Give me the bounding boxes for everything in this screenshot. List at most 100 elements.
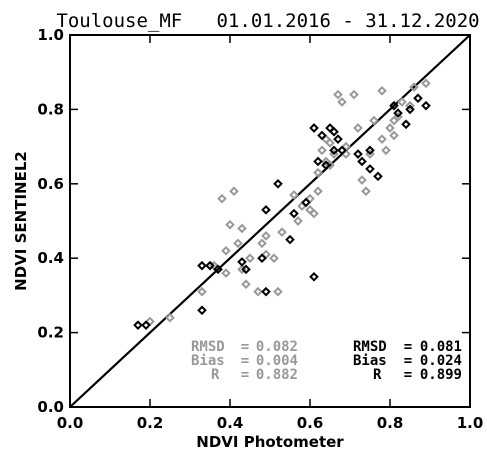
data-point-series-1: [369, 115, 379, 126]
data-point-series-2: [197, 260, 207, 271]
chart-title: Toulouse_MF 01.01.2016 - 31.12.2020: [56, 10, 479, 32]
data-point-series-1: [393, 112, 403, 122]
data-point-series-2: [353, 149, 363, 159]
data-point-series-2: [365, 164, 375, 174]
data-point-series-2: [213, 264, 223, 275]
data-point-series-1: [329, 149, 339, 159]
x-axis-label: NDVI Photometer: [196, 433, 344, 451]
data-point-series-1: [257, 238, 267, 249]
data-point-series-1: [293, 216, 303, 226]
data-point-series-1: [333, 89, 343, 100]
x-tick-label: 0.6: [297, 414, 324, 432]
data-point-series-2: [321, 160, 331, 171]
data-point-series-1: [245, 253, 255, 264]
data-point-series-1: [377, 134, 387, 144]
data-point-series-2: [365, 145, 375, 156]
stat-equals: =: [241, 339, 249, 355]
data-point-series-2: [257, 253, 267, 264]
data-point-series-1: [377, 85, 387, 96]
stat-name: R: [211, 367, 220, 383]
data-point-series-2: [317, 130, 327, 141]
data-point-series-2: [333, 134, 343, 144]
data-point-series-2: [329, 145, 339, 156]
data-point-series-2: [309, 123, 319, 133]
data-point-series-1: [221, 245, 231, 256]
axis-ticks: 0.0 0.2 0.4 0.6 0.8 1.0 0.0 0.2 0.4 0.6 0.8 1.0: [37, 26, 483, 432]
y-tick-label: 0.6: [37, 175, 64, 193]
one-to-one-line: [69, 34, 471, 408]
data-point-series-1: [217, 193, 227, 204]
data-point-series-1: [253, 286, 263, 297]
y-tick-label: 0.4: [37, 249, 64, 267]
stat-name: Bias: [353, 353, 387, 369]
data-point-series-1: [273, 286, 283, 297]
data-point-series-2: [389, 100, 399, 111]
stat-equals: =: [404, 339, 412, 355]
y-tick-label: 0.2: [37, 324, 64, 342]
data-point-series-2: [197, 305, 207, 316]
data-point-series-2: [313, 156, 323, 167]
data-point-series-1: [229, 186, 239, 197]
data-point-series-2: [309, 271, 319, 282]
data-point-series-1: [361, 186, 371, 197]
stat-value: 0.899: [420, 367, 462, 383]
stat-value: 0.882: [256, 367, 298, 383]
data-point-series-2: [261, 205, 271, 215]
x-tick-label: 1.0: [457, 414, 484, 432]
y-axis-label: NDVI SENTINEL2: [12, 151, 30, 291]
identity-line: [69, 34, 471, 408]
x-tick-label: 0.0: [57, 414, 84, 432]
data-point-series-2: [421, 100, 431, 111]
data-point-series-2: [237, 257, 247, 267]
data-point-series-2: [405, 104, 415, 115]
data-point-series-2: [261, 286, 271, 297]
data-point-series-1: [349, 89, 359, 100]
data-point-series-1: [225, 219, 235, 230]
data-point-series-2: [329, 126, 339, 137]
stats-boxes: RMSD = 0.082 Bias = 0.004 R = 0.882 RMSD = 0.081 Bia…: [191, 339, 462, 383]
data-point-series-1: [405, 100, 415, 111]
data-point-series-1: [261, 231, 271, 241]
stat-name: Bias: [191, 353, 225, 369]
data-point-series-1: [409, 82, 419, 92]
stat-value: 0.024: [420, 353, 462, 369]
data-point-series-2: [273, 178, 283, 189]
data-point-series-1: [221, 268, 231, 278]
data-point-series-1: [277, 227, 287, 237]
data-point-series-1: [365, 149, 375, 159]
data-point-series-1: [313, 186, 323, 197]
x-tick-label: 0.4: [217, 414, 244, 432]
data-point-series-1: [317, 145, 327, 156]
data-point-series-1: [289, 190, 299, 200]
stat-equals: =: [404, 353, 412, 369]
stat-equals: =: [241, 353, 249, 369]
data-point-series-2: [285, 234, 295, 245]
data-point-series-2: [141, 320, 151, 330]
data-point-series-2: [373, 171, 383, 182]
data-point-series-2: [289, 208, 299, 219]
y-tick-label: 0.0: [37, 398, 64, 416]
stat-name: R: [373, 367, 382, 383]
data-point-series-1: [269, 253, 279, 264]
data-point-series-1: [197, 286, 207, 297]
data-point-series-2: [301, 197, 311, 208]
data-point-series-1: [389, 130, 399, 141]
y-tick-label: 0.8: [37, 100, 64, 118]
data-point-series-1: [353, 123, 363, 133]
stat-value: 0.082: [256, 339, 298, 355]
data-point-series-1: [233, 238, 243, 249]
y-tick-label: 1.0: [37, 26, 64, 44]
data-point-series-1: [397, 97, 407, 107]
stat-name: RMSD: [191, 339, 225, 355]
data-points: [133, 78, 431, 330]
stat-value: 0.081: [420, 339, 462, 355]
data-point-series-1: [337, 97, 347, 107]
stat-value: 0.004: [256, 353, 298, 369]
data-point-series-2: [337, 145, 347, 156]
data-point-series-1: [313, 167, 323, 178]
data-point-series-1: [385, 123, 395, 133]
stat-equals: =: [241, 367, 249, 383]
data-point-series-1: [237, 223, 247, 234]
data-point-series-1: [165, 312, 175, 323]
